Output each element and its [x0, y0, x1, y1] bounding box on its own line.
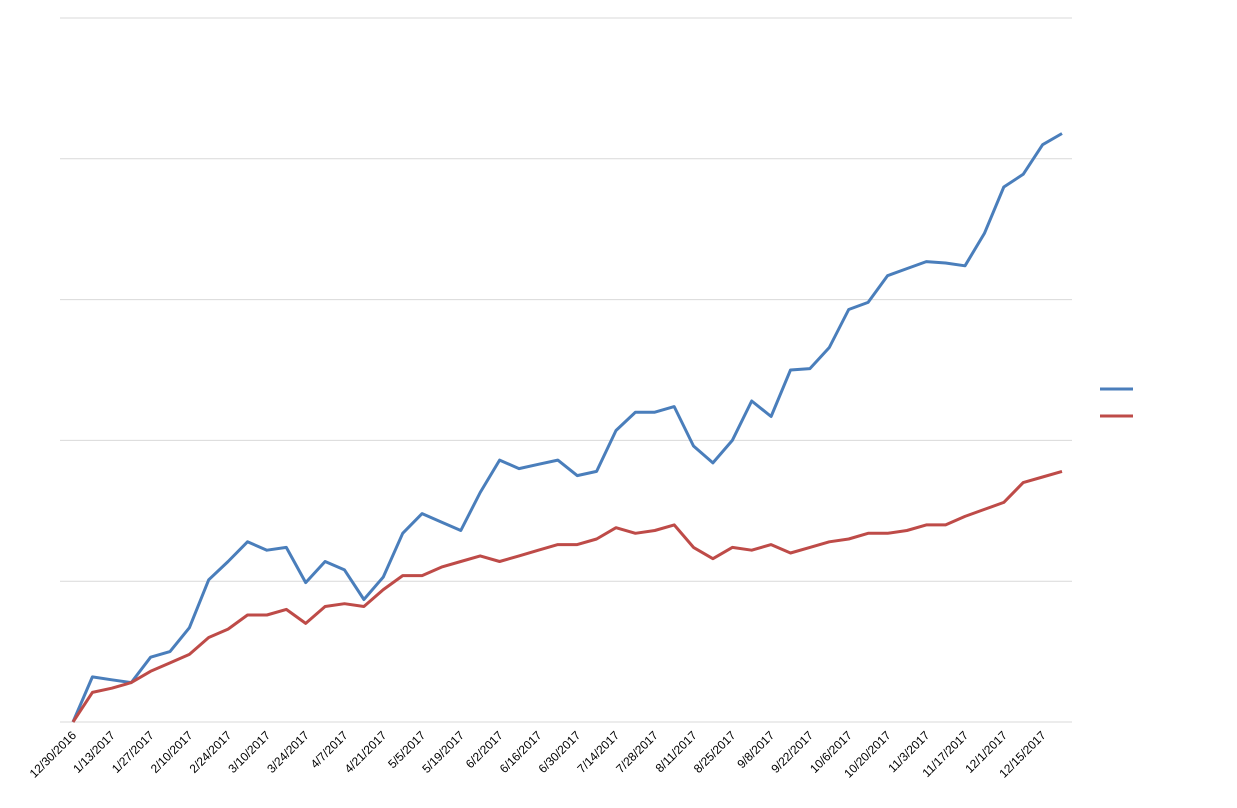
- x-tick-label: 5/19/2017: [419, 728, 467, 776]
- x-tick-label: 3/24/2017: [264, 728, 312, 776]
- x-tick-label: 4/21/2017: [342, 728, 390, 776]
- data-line: [71, 132, 1063, 723]
- data-line: [71, 469, 1063, 723]
- x-tick-label: 8/25/2017: [691, 728, 739, 776]
- x-tick-label: 12/30/2016: [27, 728, 80, 781]
- x-tick-label: 7/28/2017: [613, 728, 661, 776]
